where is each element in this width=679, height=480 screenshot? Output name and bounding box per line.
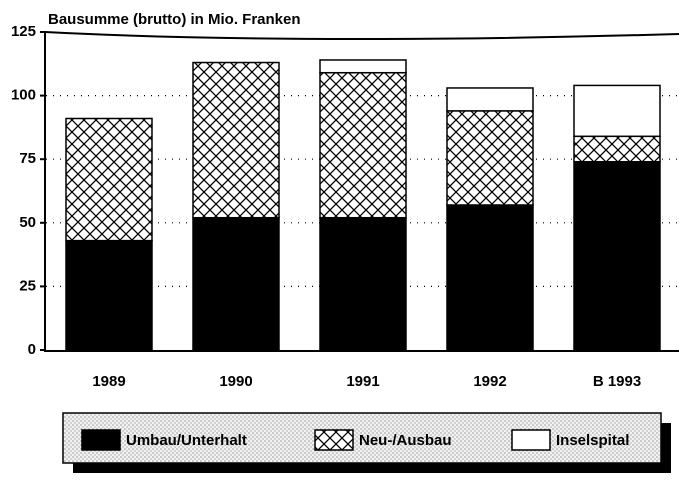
bar-segment bbox=[446, 204, 534, 351]
bar-segment bbox=[192, 61, 280, 219]
bar-segment bbox=[573, 84, 661, 138]
bar-segment bbox=[446, 87, 534, 112]
x-tick-label: 1989 bbox=[92, 373, 125, 390]
y-tick-label: 125 bbox=[11, 23, 36, 40]
legend-label: Inselspital bbox=[556, 432, 629, 449]
chart-title: Bausumme (brutto) in Mio. Franken bbox=[48, 11, 301, 28]
bar-segment bbox=[319, 59, 407, 74]
bar-segment bbox=[573, 160, 661, 351]
x-tick-label: B 1993 bbox=[593, 373, 641, 390]
bar-segment bbox=[446, 110, 534, 206]
legend-swatch bbox=[511, 429, 551, 451]
bar-segment bbox=[319, 71, 407, 219]
bar-segment bbox=[65, 239, 153, 351]
x-tick-label: 1990 bbox=[219, 373, 252, 390]
y-tick-label: 25 bbox=[19, 277, 36, 294]
bar-segment bbox=[65, 117, 153, 242]
y-tick-label: 75 bbox=[19, 150, 36, 167]
y-tick-label: 100 bbox=[11, 87, 36, 104]
y-tick-label: 0 bbox=[28, 341, 36, 358]
x-tick-label: 1992 bbox=[473, 373, 506, 390]
legend-label: Umbau/Unterhalt bbox=[126, 432, 247, 449]
legend-swatch bbox=[314, 429, 354, 451]
bar-segment bbox=[573, 135, 661, 163]
bar-segment bbox=[319, 216, 407, 351]
legend-label: Neu-/Ausbau bbox=[359, 432, 452, 449]
bar-segment bbox=[192, 216, 280, 351]
legend-swatch bbox=[81, 429, 121, 451]
x-tick-label: 1991 bbox=[346, 373, 379, 390]
y-tick-label: 50 bbox=[19, 214, 36, 231]
legend bbox=[62, 412, 662, 464]
top-border bbox=[44, 31, 679, 41]
